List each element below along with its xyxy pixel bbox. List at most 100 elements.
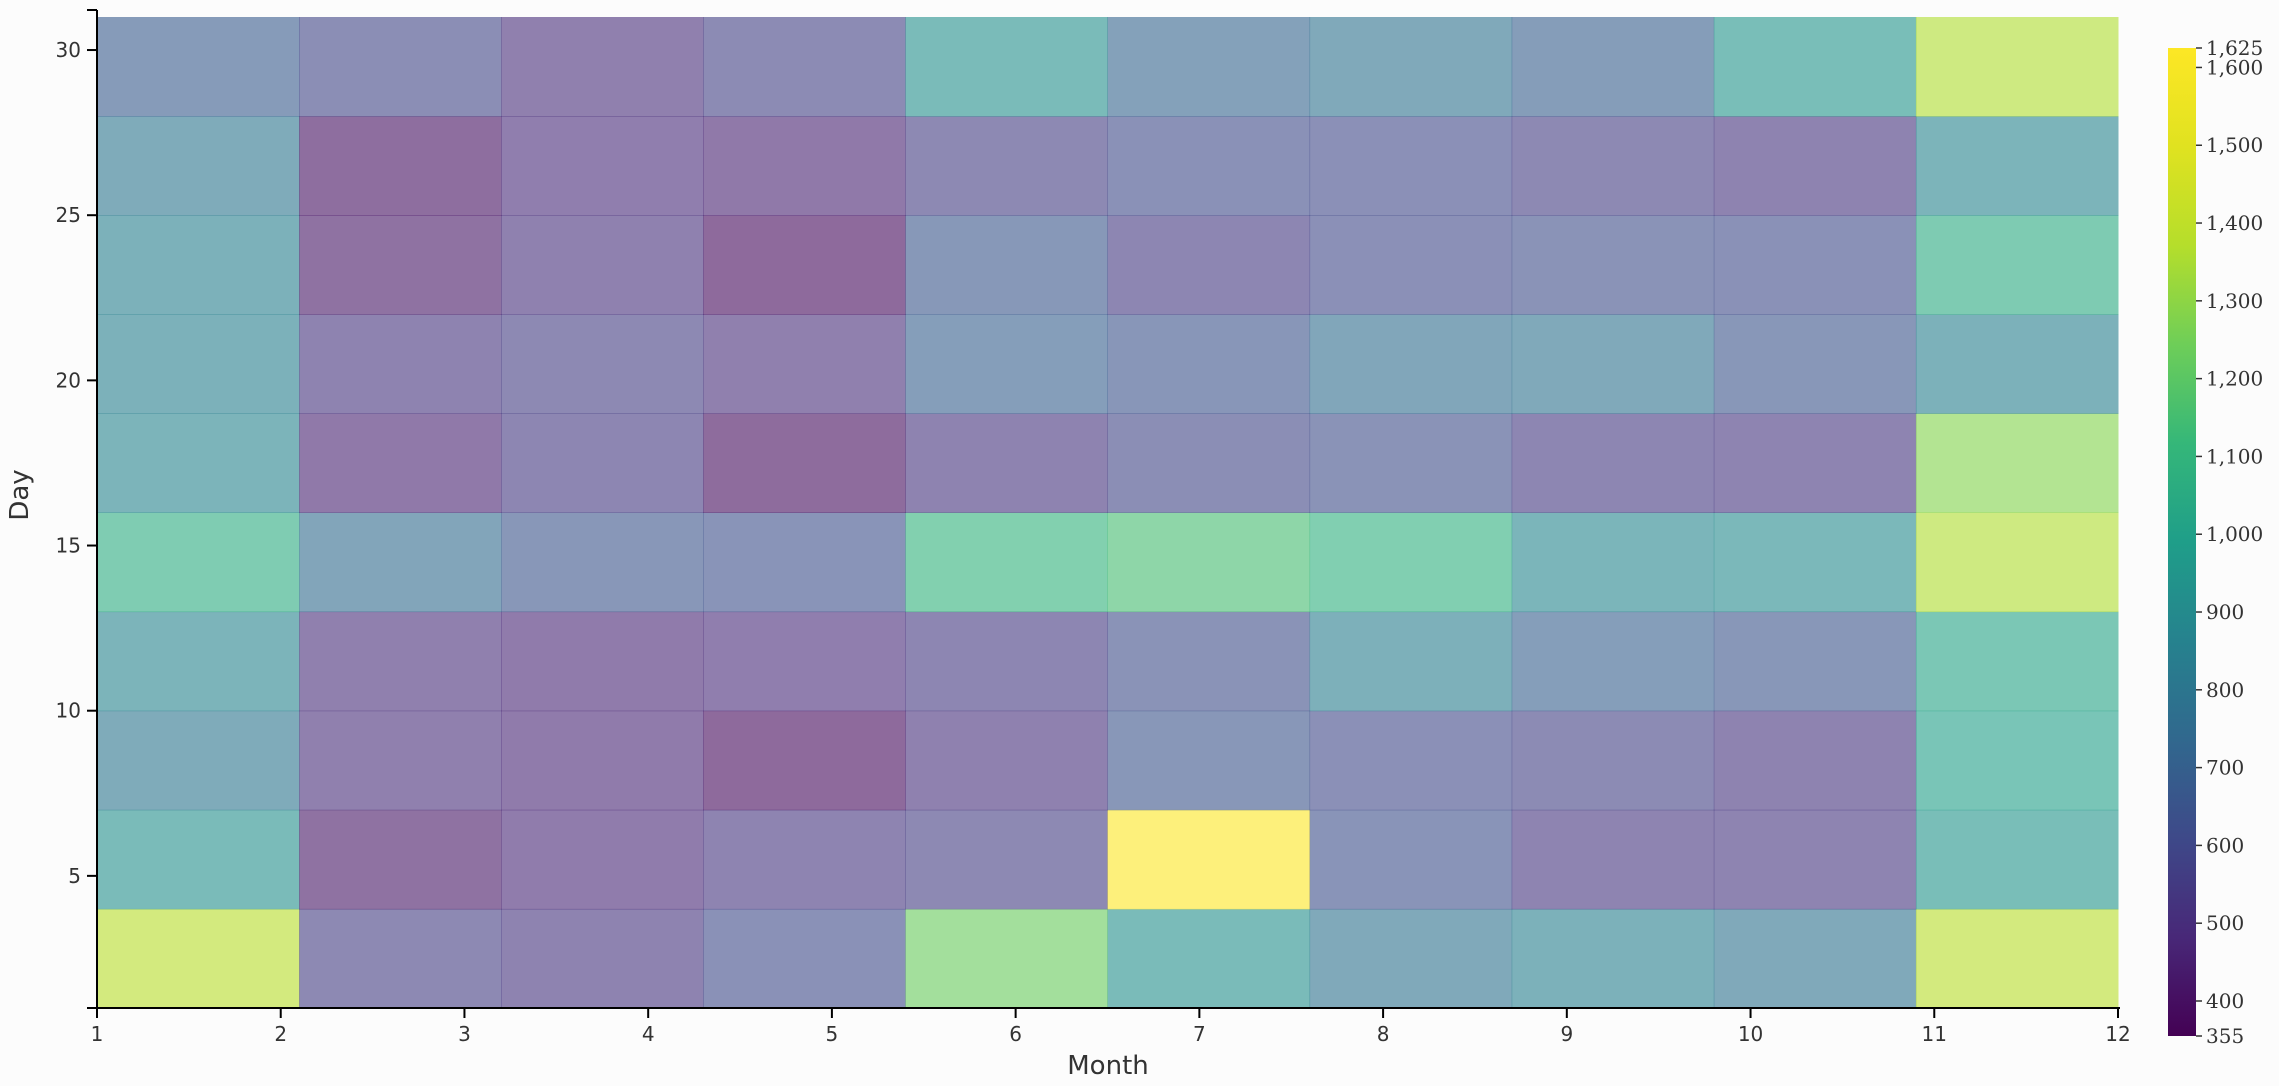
x-tick-label: 6 [1009, 1022, 1022, 1046]
heatmap-cell [501, 809, 704, 910]
heatmap-cell [1713, 116, 1917, 216]
heatmap-cell [501, 215, 704, 315]
heatmap-cell [1511, 809, 1715, 910]
heatmap-cell [1511, 413, 1715, 513]
y-axis-title: Day [5, 469, 35, 520]
heatmap-cell [1107, 314, 1311, 414]
heatmap-cell [299, 314, 502, 414]
heatmap-cell [1309, 512, 1513, 613]
heatmap-cell [905, 611, 1108, 712]
heatmap-cell [1511, 710, 1715, 811]
x-tick-label: 7 [1193, 1022, 1206, 1046]
x-tick-label: 5 [826, 1022, 839, 1046]
heatmap-cell [501, 611, 704, 712]
x-tick-label: 1 [91, 1022, 104, 1046]
heatmap-cell [1713, 809, 1917, 910]
colorbar-tick-label: 700 [2206, 756, 2244, 780]
heatmap-cell [703, 710, 906, 811]
heatmap-cell [703, 17, 906, 117]
x-tick-label: 8 [1377, 1022, 1390, 1046]
colorbar-tick-label: 500 [2206, 911, 2244, 935]
heatmap-cell [97, 710, 300, 811]
heatmap-cell [1511, 116, 1715, 216]
heatmap-cell [1915, 413, 2119, 513]
colorbar-gradient [2168, 48, 2196, 1036]
heatmap-cell [1309, 116, 1513, 216]
heatmap-cell [97, 512, 300, 613]
heatmap-cell [1309, 413, 1513, 513]
heatmap-cell [299, 809, 502, 910]
heatmap-cell [1309, 611, 1513, 712]
heatmap-cell [1309, 908, 1513, 1009]
heatmap-cell [703, 908, 906, 1009]
heatmap-cell [905, 215, 1108, 315]
heatmap-cell [703, 215, 906, 315]
heatmap-cell [905, 809, 1108, 910]
colorbar-tick-label: 1,300 [2206, 289, 2263, 313]
heatmap-cell [1511, 908, 1715, 1009]
heatmap-cell [97, 413, 300, 513]
x-tick-label: 9 [1560, 1022, 1573, 1046]
heatmap-cell [905, 908, 1108, 1009]
heatmap-cell [1713, 314, 1917, 414]
y-tick-label: 20 [56, 368, 81, 392]
heatmap-cell [501, 908, 704, 1009]
heatmap-cell [1107, 809, 1311, 910]
heatmap-cell [299, 215, 502, 315]
heatmap-cell [1511, 17, 1715, 117]
heatmap-cell [501, 512, 704, 613]
heatmap-cell [1107, 413, 1311, 513]
colorbar-tick-label: 1,100 [2206, 444, 2263, 468]
heatmap-cell [1713, 17, 1917, 117]
heatmap-cell [299, 116, 502, 216]
heatmap-cell [1309, 809, 1513, 910]
heatmap-cell [501, 17, 704, 117]
heatmap-cell [1107, 512, 1311, 613]
heatmap-cell [501, 413, 704, 513]
heatmap-cell [1915, 611, 2119, 712]
heatmap-cell [1107, 611, 1311, 712]
colorbar-tick-label: 355 [2206, 1024, 2244, 1048]
x-axis-title: Month [1067, 1051, 1149, 1081]
colorbar-tick-label: 1,625 [2206, 36, 2263, 60]
heatmap-cell [905, 710, 1108, 811]
heatmap-cell [1107, 908, 1311, 1009]
heatmap-cell [1309, 314, 1513, 414]
heatmap-cell [97, 17, 300, 117]
heatmap-cell [299, 908, 502, 1009]
heatmap-cell [299, 512, 502, 613]
x-tick-label: 10 [1738, 1022, 1763, 1046]
heatmap-cell [97, 314, 300, 414]
colorbar-tick-label: 600 [2206, 833, 2244, 857]
colorbar: 355 400 500 600 700 800 900 1,000 1,100 1,200 1,30… [2168, 36, 2263, 1048]
y-tick-label: 25 [56, 203, 81, 227]
colorbar-tick-label: 1,500 [2206, 133, 2263, 157]
colorbar-tick-label: 1,400 [2206, 211, 2263, 235]
y-tick-label: 10 [56, 699, 81, 723]
heatmap-cell [299, 710, 502, 811]
heatmap-cell [1915, 710, 2119, 811]
heatmap-cell [1915, 908, 2119, 1009]
heatmap-cell [299, 17, 502, 117]
heatmap-cell [905, 413, 1108, 513]
heatmap-cell [1713, 413, 1917, 513]
heatmap-cell [1915, 17, 2119, 117]
heatmap-cell [501, 314, 704, 414]
heatmap-cell [905, 17, 1108, 117]
heatmap-cell [1511, 512, 1715, 613]
heatmap-cells [97, 17, 2119, 1009]
heatmap-cell [703, 116, 906, 216]
heatmap-cell [1107, 215, 1311, 315]
heatmap-cell [703, 512, 906, 613]
x-tick-label: 4 [642, 1022, 655, 1046]
heatmap-cell [1511, 611, 1715, 712]
heatmap-cell [905, 314, 1108, 414]
colorbar-tick-label: 900 [2206, 600, 2244, 624]
heatmap-cell [1915, 314, 2119, 414]
y-axis: 5 10 15 20 25 30 [56, 9, 98, 1009]
heatmap-cell [299, 611, 502, 712]
colorbar-tick-label: 1,600 [2206, 55, 2263, 79]
colorbar-tick-label: 1,200 [2206, 367, 2263, 391]
x-tick-label: 12 [2105, 1022, 2130, 1046]
heatmap-cell [703, 314, 906, 414]
